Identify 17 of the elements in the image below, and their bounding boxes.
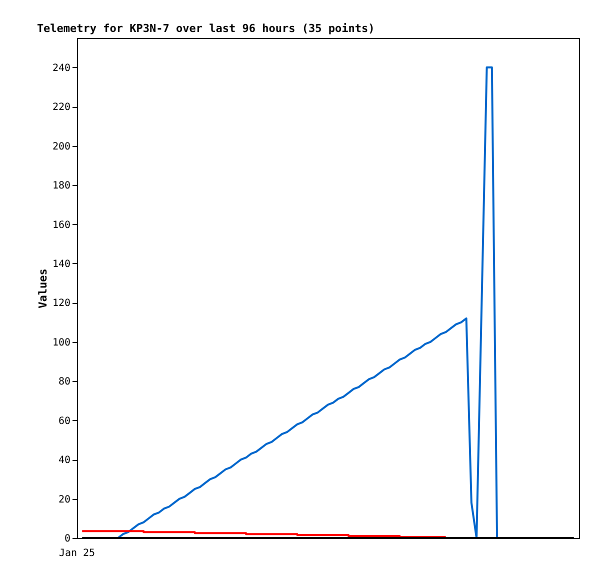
y-tick-label: 220 [52,102,70,114]
text: Jan 25 [58,548,96,559]
y-tick-label: 60 [58,416,70,427]
y-tick-label: 180 [52,180,70,192]
y-tick-label: 140 [52,258,70,270]
chart-title: Telemetry for KP3N-7 over last 96 hours (35 points) [36,22,375,35]
y-tick-label: 120 [52,298,70,310]
y-tick-label: 20 [58,494,70,506]
y-tick-label: 240 [52,62,70,74]
y-tick-label: 80 [58,376,70,388]
y-tick-label: 160 [52,220,70,231]
y-axis-title: Values [36,268,50,308]
y-tick-label: 200 [52,141,70,152]
y-tick-label: 100 [52,337,70,348]
line-series [116,66,498,538]
y-tick-label: 40 [58,455,70,466]
y-tick-label: 0 [64,534,70,544]
